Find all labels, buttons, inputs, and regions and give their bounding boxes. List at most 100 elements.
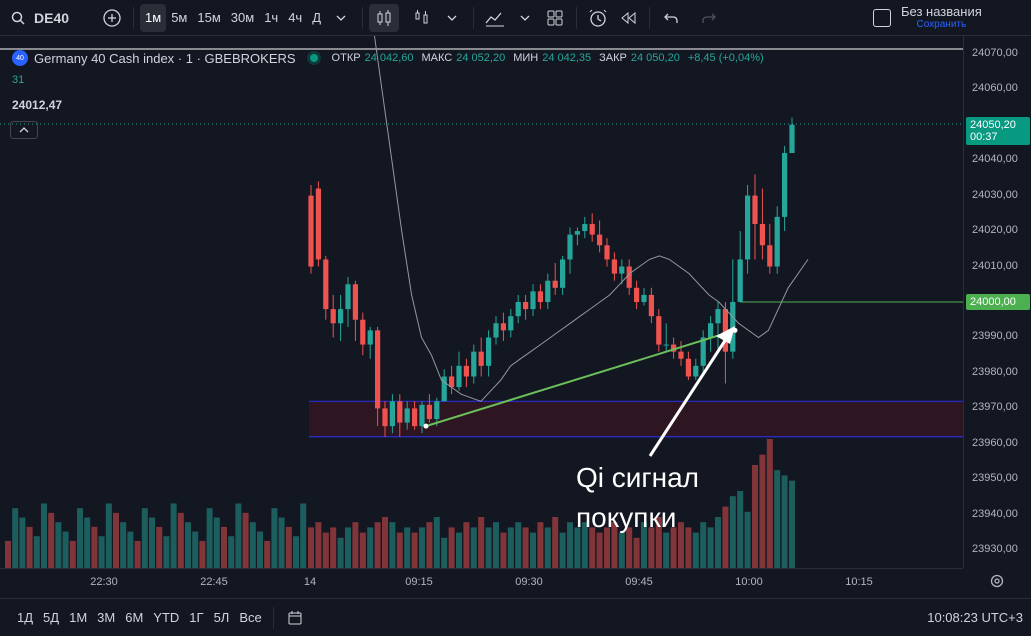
volume-bar [221, 526, 227, 568]
time-tick: 10:15 [845, 576, 873, 588]
time-axis[interactable]: 22:30 22:45 14 09:15 09:30 09:45 10:00 10:15 [0, 568, 963, 596]
volume-bar [729, 496, 736, 568]
price-tick: 23950,00 [972, 472, 1018, 485]
volume-bar [170, 503, 177, 568]
range-button[interactable]: 1М [69, 610, 88, 625]
volume-bar [715, 517, 721, 568]
candle-body [656, 316, 662, 345]
volume-bar [382, 517, 388, 568]
candle-body [560, 259, 566, 288]
volume-bar [559, 532, 566, 568]
volume-bar [552, 517, 559, 568]
bars-icon[interactable] [407, 4, 437, 32]
indicators-icon[interactable] [480, 4, 510, 32]
candle-body [641, 294, 647, 302]
range-button[interactable]: 1Г [189, 610, 204, 625]
close-value: 24 050,20 [630, 52, 680, 64]
volume-bar [271, 508, 278, 568]
redo-icon[interactable] [694, 4, 724, 32]
volume-bar [242, 512, 249, 568]
calendar-icon[interactable] [280, 604, 310, 632]
replay-icon[interactable] [613, 4, 643, 32]
candle-body [500, 323, 506, 331]
volume-bar [359, 532, 366, 568]
interval-30m[interactable]: 30м [230, 10, 255, 25]
layout-icon [873, 9, 891, 27]
interval-day[interactable]: Д [312, 10, 322, 25]
interval-15m[interactable]: 15м [197, 10, 221, 25]
range-button[interactable]: Все [239, 610, 262, 625]
range-button[interactable]: 6М [125, 610, 144, 625]
alert-clock-icon[interactable] [583, 4, 613, 32]
close-label: ЗАКР [599, 52, 627, 64]
volume-bar [685, 527, 692, 568]
clock[interactable]: 10:08:23 UTC+3 [927, 610, 1023, 625]
layout-save[interactable]: Без названия Сохранить [873, 4, 1023, 32]
candle-body [611, 259, 617, 274]
volume-bar [581, 522, 588, 568]
interval-4h[interactable]: 4ч [288, 10, 303, 25]
range-button[interactable]: 3М [97, 610, 116, 625]
candle-body [582, 223, 588, 232]
range-button[interactable]: 1Д [17, 610, 34, 625]
layout-grid-icon[interactable] [540, 4, 570, 32]
interval-5m[interactable]: 5м [171, 10, 188, 25]
search-icon[interactable] [6, 4, 30, 32]
save-status[interactable]: Сохранить [916, 19, 967, 30]
volume-bar [192, 531, 199, 568]
price-chart[interactable] [0, 36, 963, 568]
price-tick: 23970,00 [972, 401, 1018, 414]
volume-bar [500, 532, 507, 568]
volume-bar [530, 532, 536, 568]
volume-bar [374, 522, 381, 568]
price-tick: 24030,00 [972, 188, 1018, 201]
candle-body [471, 351, 477, 377]
volume-bar [766, 439, 773, 568]
candle-body [360, 319, 366, 345]
volume-bar [493, 522, 499, 568]
volume-bar [177, 512, 184, 568]
candle-body [626, 266, 632, 288]
volume-bar [134, 540, 141, 568]
chart-legend: 40 Germany 40 Cash index · 1 · GBEBROKER… [12, 48, 768, 68]
ohlc-values: ОТКР 24 042,60 МАКС 24 052,20 МИН 24 042,35… [332, 52, 768, 64]
volume-bar [426, 522, 433, 568]
range-button[interactable]: YTD [153, 610, 180, 625]
interval-1m[interactable]: 1м [140, 3, 167, 32]
chevron-down-icon[interactable] [510, 4, 540, 32]
volume-bar [752, 465, 758, 568]
interval-1h[interactable]: 1ч [264, 10, 279, 25]
high-label: МАКС [421, 52, 453, 64]
undo-icon[interactable] [656, 4, 686, 32]
volume-bar [537, 522, 544, 568]
symbol-name[interactable]: DE40 [34, 9, 70, 26]
collapse-legend-button[interactable] [10, 121, 38, 139]
volume-bar [62, 531, 69, 568]
range-button[interactable]: 5Д [43, 610, 60, 625]
plus-circle-icon[interactable] [97, 4, 127, 32]
volume-bar [367, 527, 374, 568]
candle-body [382, 408, 388, 427]
candle-body [634, 287, 640, 302]
candle-body [389, 401, 395, 427]
candle-body [745, 195, 751, 260]
volume-bar [257, 531, 263, 568]
volume-bar [48, 512, 55, 568]
gear-icon[interactable] [990, 574, 1004, 591]
trend-line [425, 329, 736, 428]
candle-body [597, 234, 603, 246]
price-axis[interactable]: 24070,0024060,0024050,0024040,0024030,00… [963, 36, 1031, 568]
range-button[interactable]: 5Л [213, 610, 230, 625]
chevron-down-icon[interactable] [326, 4, 356, 32]
chevron-down-icon[interactable] [437, 4, 467, 32]
volume-bar [77, 508, 83, 568]
price-tick: 24070,00 [972, 46, 1018, 59]
volume-bar [774, 470, 781, 568]
candle-body [323, 259, 329, 310]
candle-body [574, 231, 580, 235]
candle-body [537, 291, 543, 302]
symbol-title[interactable]: Germany 40 Cash index · 1 · GBEBROKERS [34, 50, 296, 66]
arrow-head [716, 326, 735, 344]
candles-icon[interactable] [369, 3, 400, 32]
volume-bar [322, 532, 329, 568]
